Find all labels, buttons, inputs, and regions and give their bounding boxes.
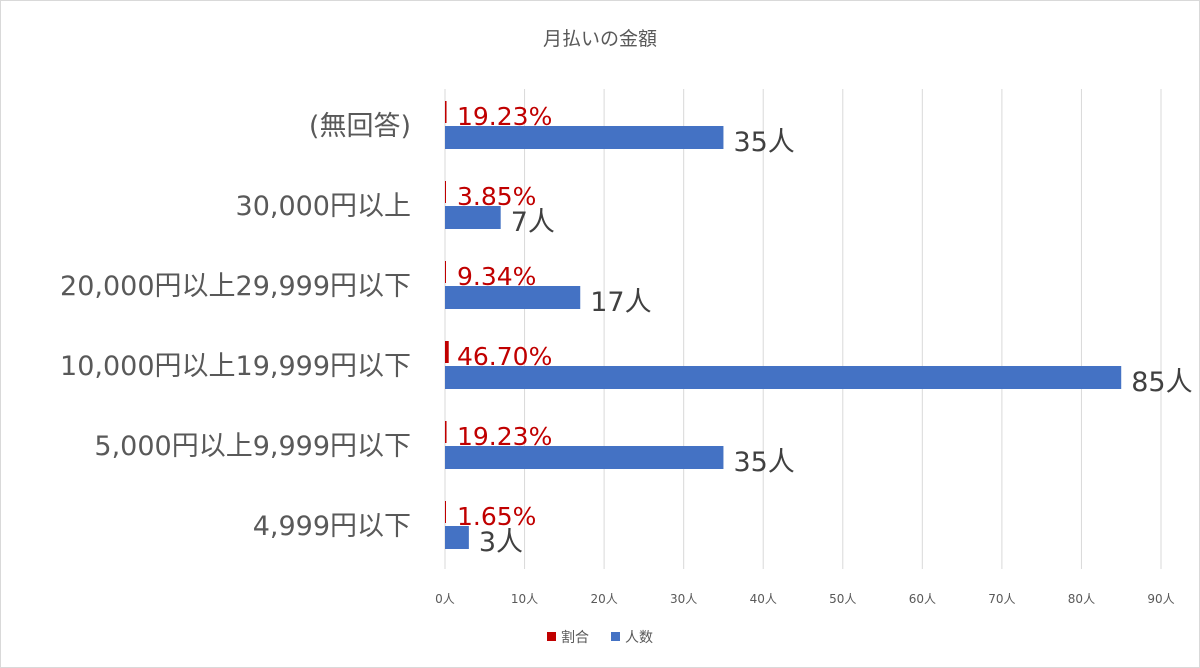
category-label: (無回答) (309, 111, 411, 142)
chart-title: 月払いの金額 (543, 28, 657, 50)
ratio-data-label: 3.85% (457, 182, 536, 211)
category-label: 30,000円以上 (236, 191, 411, 222)
bar-count (445, 446, 724, 469)
x-tick-label: 10人 (511, 592, 538, 606)
bar-ratio (445, 421, 447, 443)
legend-item-count-swatch (611, 632, 620, 641)
x-tick-label: 20人 (590, 592, 617, 606)
x-tick-label: 50人 (829, 592, 856, 606)
bar-ratio (445, 341, 449, 363)
data-labels: 19.23% 35人 3.85%7人 9.34% 17人 46.70% 85人 19.23% 3… (457, 102, 1193, 558)
bar-ratio (445, 261, 446, 283)
x-tick-label: 80人 (1068, 592, 1095, 606)
count-data-label: 35人 (733, 447, 794, 478)
x-tick-label: 0人 (435, 592, 455, 606)
x-tick-label: 70人 (988, 592, 1015, 606)
ratio-data-label: 19.23% (457, 102, 552, 131)
x-axis-ticks: 0人 10人 20人 30人 40人 50人 60人 70人 80人 90人 (435, 592, 1174, 606)
count-data-label: 3人 (479, 527, 523, 558)
bar-count (445, 126, 724, 149)
category-labels: (無回答) 30,000円以上 20,000円以上29,999円以下 10,000円以… (60, 111, 411, 542)
count-data-label: 17人 (590, 287, 651, 318)
category-label: 4,999円以下 (253, 511, 411, 542)
category-label: 20,000円以上29,999円以下 (60, 271, 411, 302)
ratio-data-label: 19.23% (457, 422, 552, 451)
bar-count (445, 286, 581, 309)
legend-item-count-label: 人数 (625, 630, 653, 646)
bar-ratio (445, 501, 446, 523)
x-tick-label: 30人 (670, 592, 697, 606)
gridlines (444, 89, 1162, 569)
ratio-data-label: 9.34% (457, 262, 536, 291)
category-label: 10,000円以上19,999円以下 (60, 351, 411, 382)
legend-item-ratio-swatch (547, 632, 556, 641)
x-tick-label: 60人 (909, 592, 936, 606)
bar-ratio (445, 181, 446, 203)
legend-item-ratio-label: 割合 (561, 629, 589, 646)
bar-count (445, 206, 501, 229)
ratio-data-label: 1.65% (457, 502, 536, 531)
x-tick-label: 40人 (750, 592, 777, 606)
ratio-data-label: 46.70% (457, 342, 552, 371)
category-label: 5,000円以上9,999円以下 (94, 431, 411, 462)
bar-count (445, 526, 469, 549)
bar-ratio (445, 101, 447, 123)
bars (445, 101, 1122, 549)
bar-count (445, 366, 1122, 389)
count-data-label: 85人 (1131, 367, 1192, 398)
legend: 割合 人数 (547, 629, 653, 646)
count-data-label: 7人 (511, 207, 555, 238)
count-data-label: 35人 (733, 127, 794, 158)
x-tick-label: 90人 (1147, 592, 1174, 606)
